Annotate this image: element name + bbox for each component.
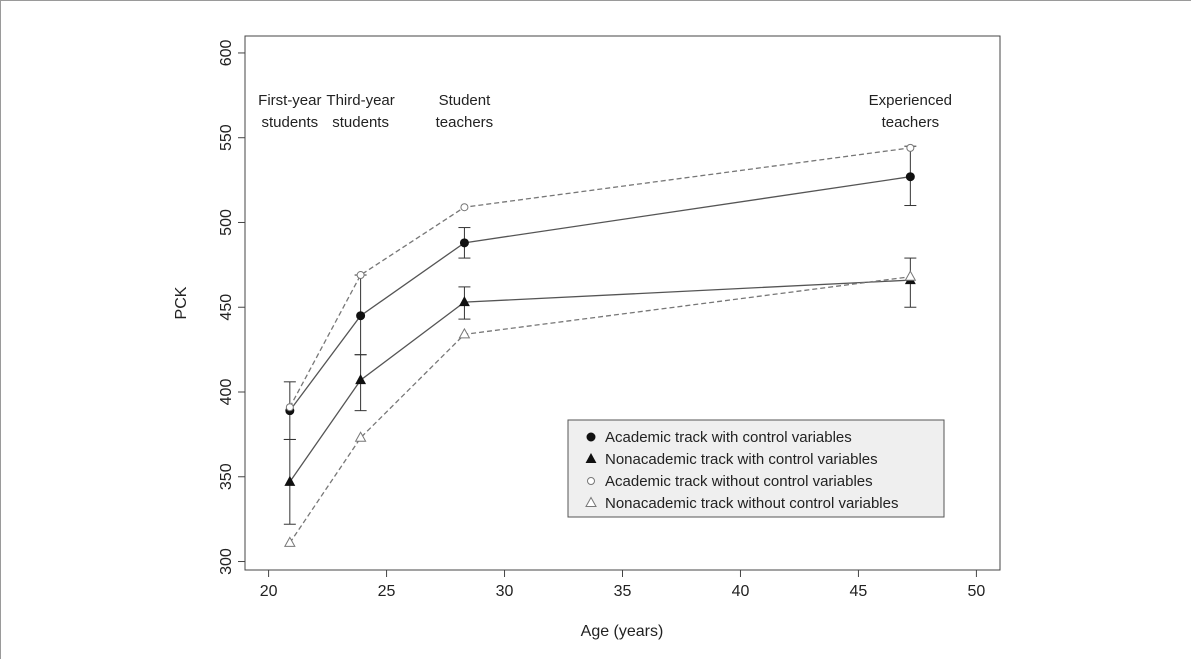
x-tick-label: 20: [260, 583, 278, 600]
stage-label: Third-year: [326, 92, 394, 109]
x-tick-label: 50: [968, 583, 986, 600]
y-tick-label: 400: [218, 379, 235, 406]
stage-label: Experienced: [869, 92, 952, 109]
legend-entry: Nonacademic track without control variab…: [605, 495, 898, 512]
marker-open-triangle: [283, 536, 296, 547]
marker-filled-circle: [905, 172, 915, 182]
stage-label: Student: [439, 92, 492, 109]
stage-label: students: [332, 114, 389, 131]
marker-filled-circle: [356, 311, 366, 321]
marker-open-triangle: [585, 496, 597, 507]
marker-open-triangle: [904, 270, 917, 281]
legend-entry: Academic track with control variables: [605, 429, 852, 446]
marker-filled-triangle: [458, 296, 470, 307]
marker-filled-triangle: [284, 475, 296, 486]
marker-open-circle: [356, 271, 365, 280]
y-tick-label: 550: [218, 124, 235, 151]
y-tick-label: 450: [218, 294, 235, 321]
series-line-3: [289, 147, 911, 408]
series-layer: [283, 143, 917, 547]
legend-box: [567, 419, 945, 518]
legend-entry: Academic track without control variables: [605, 473, 873, 490]
x-tick-label: 40: [732, 583, 750, 600]
x-tick-label: 30: [496, 583, 514, 600]
marker-open-circle: [285, 403, 294, 412]
y-tick-label: 350: [218, 463, 235, 490]
marker-filled-circle: [586, 432, 596, 442]
series-line-1: [289, 176, 911, 412]
legend-entry: Nonacademic track with control variables: [605, 451, 878, 468]
x-tick-label: 25: [378, 583, 396, 600]
marker-filled-triangle: [355, 374, 367, 385]
stage-labels: First-year students Third-year students Stud…: [258, 92, 952, 131]
stage-label: First-year: [258, 92, 321, 109]
axes-layer: 20 25 30 35 40 45 50 300 350 400 450 500 550 600: [218, 35, 1001, 600]
y-tick-label: 300: [218, 548, 235, 575]
marker-open-circle: [587, 477, 595, 485]
x-tick-label: 45: [850, 583, 868, 600]
stage-label: teachers: [882, 114, 940, 131]
marker-open-circle: [906, 143, 915, 152]
series-line-2: [289, 279, 911, 483]
marker-open-triangle: [458, 327, 471, 339]
marker-filled-triangle: [585, 452, 597, 463]
x-tick-label: 35: [614, 583, 632, 600]
marker-open-circle: [460, 203, 469, 212]
stage-label: students: [261, 114, 318, 131]
y-axis-title: PCK: [173, 286, 190, 319]
y-tick-label: 600: [218, 40, 235, 67]
legend: Academic track with control variables Non…: [567, 419, 945, 518]
stage-label: teachers: [436, 114, 494, 131]
y-tick-label: 500: [218, 209, 235, 236]
marker-filled-circle: [459, 238, 469, 248]
marker-open-triangle: [354, 431, 367, 442]
series-line-4: [289, 276, 911, 544]
x-axis-title: Age (years): [581, 623, 664, 640]
